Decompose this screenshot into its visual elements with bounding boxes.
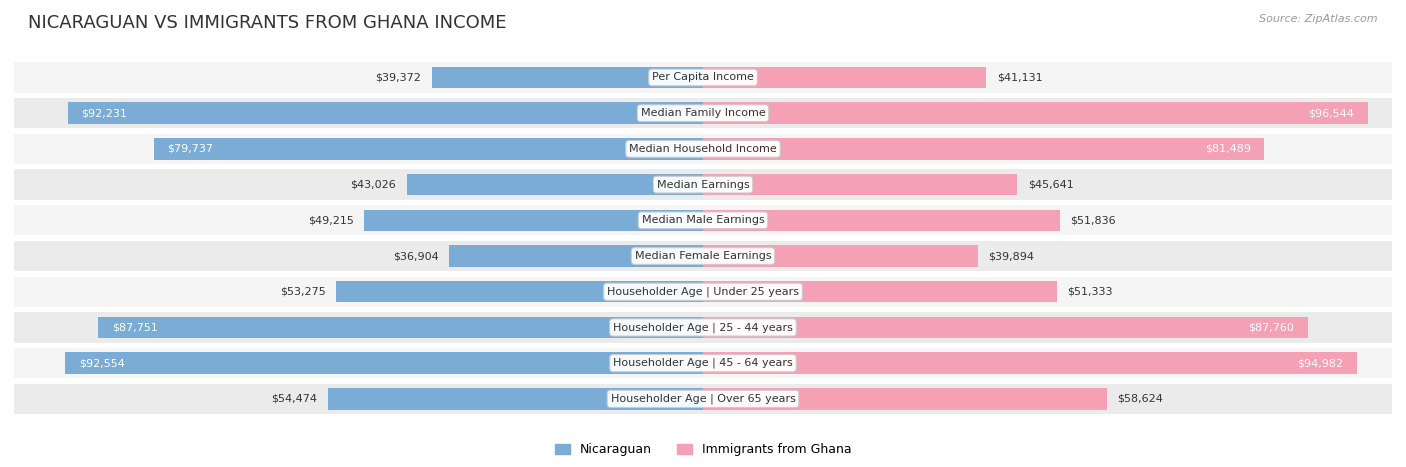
Text: Source: ZipAtlas.com: Source: ZipAtlas.com — [1260, 14, 1378, 24]
Text: $36,904: $36,904 — [392, 251, 439, 261]
Text: $51,836: $51,836 — [1070, 215, 1116, 225]
Text: $87,751: $87,751 — [112, 322, 157, 333]
Bar — [14, 205, 1392, 235]
Text: $53,275: $53,275 — [280, 287, 326, 297]
Bar — [703, 67, 987, 88]
Bar — [449, 245, 703, 267]
Text: Median Earnings: Median Earnings — [657, 180, 749, 190]
Bar — [65, 353, 703, 374]
Text: Per Capita Income: Per Capita Income — [652, 72, 754, 83]
Bar — [14, 312, 1392, 343]
Bar — [14, 241, 1392, 271]
Legend: Nicaraguan, Immigrants from Ghana: Nicaraguan, Immigrants from Ghana — [550, 439, 856, 461]
Text: Median Male Earnings: Median Male Earnings — [641, 215, 765, 225]
Bar — [14, 348, 1392, 378]
Bar — [406, 174, 703, 195]
Bar — [703, 281, 1057, 303]
Text: Householder Age | Under 25 years: Householder Age | Under 25 years — [607, 286, 799, 297]
Text: Median Family Income: Median Family Income — [641, 108, 765, 118]
Bar — [703, 388, 1107, 410]
Bar — [336, 281, 703, 303]
Text: $41,131: $41,131 — [997, 72, 1042, 83]
Bar — [14, 98, 1392, 128]
Text: $39,894: $39,894 — [988, 251, 1035, 261]
Bar — [14, 134, 1392, 164]
Text: Median Household Income: Median Household Income — [628, 144, 778, 154]
Text: $81,489: $81,489 — [1205, 144, 1250, 154]
Bar — [703, 245, 977, 267]
Text: NICARAGUAN VS IMMIGRANTS FROM GHANA INCOME: NICARAGUAN VS IMMIGRANTS FROM GHANA INCO… — [28, 14, 506, 32]
Text: $92,231: $92,231 — [82, 108, 127, 118]
Text: $49,215: $49,215 — [308, 215, 353, 225]
Bar — [703, 102, 1368, 124]
Bar — [703, 174, 1018, 195]
Bar — [98, 317, 703, 338]
Text: $39,372: $39,372 — [375, 72, 422, 83]
Text: $54,474: $54,474 — [271, 394, 318, 404]
Bar — [703, 317, 1308, 338]
Text: $79,737: $79,737 — [167, 144, 214, 154]
Text: $87,760: $87,760 — [1249, 322, 1294, 333]
Text: $45,641: $45,641 — [1028, 180, 1074, 190]
Text: $92,554: $92,554 — [79, 358, 125, 368]
Bar — [703, 210, 1060, 231]
Bar — [14, 384, 1392, 414]
Bar — [14, 170, 1392, 200]
Bar — [14, 62, 1392, 92]
Text: $96,544: $96,544 — [1309, 108, 1354, 118]
Bar — [364, 210, 703, 231]
Bar — [432, 67, 703, 88]
Text: Householder Age | 45 - 64 years: Householder Age | 45 - 64 years — [613, 358, 793, 368]
Bar — [67, 102, 703, 124]
Text: Householder Age | Over 65 years: Householder Age | Over 65 years — [610, 394, 796, 404]
Text: $51,333: $51,333 — [1067, 287, 1112, 297]
Text: $58,624: $58,624 — [1118, 394, 1163, 404]
Bar — [703, 138, 1264, 160]
Text: Median Female Earnings: Median Female Earnings — [634, 251, 772, 261]
Bar — [153, 138, 703, 160]
Text: $43,026: $43,026 — [350, 180, 396, 190]
Bar — [14, 276, 1392, 307]
Bar — [328, 388, 703, 410]
Text: $94,982: $94,982 — [1298, 358, 1344, 368]
Bar — [703, 353, 1357, 374]
Text: Householder Age | 25 - 44 years: Householder Age | 25 - 44 years — [613, 322, 793, 333]
